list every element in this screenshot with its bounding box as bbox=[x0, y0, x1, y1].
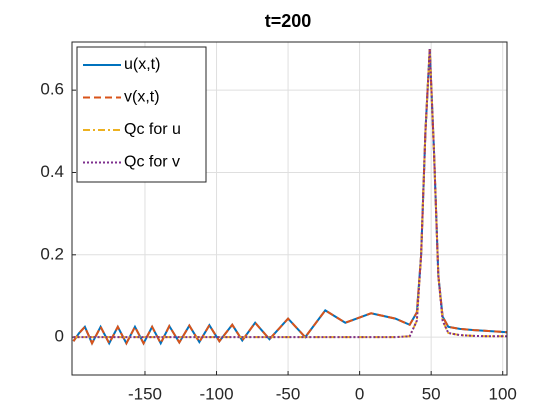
y-tick-label: 0.4 bbox=[40, 162, 64, 181]
legend-label: Qc for v bbox=[124, 154, 180, 171]
chart-title: t=200 bbox=[265, 11, 312, 31]
legend-label: Qc for u bbox=[124, 121, 181, 138]
x-tick-label: -50 bbox=[276, 384, 301, 403]
axes-box bbox=[71, 41, 508, 376]
x-tick-label: 100 bbox=[489, 384, 517, 403]
y-tick-label: 0.2 bbox=[40, 244, 64, 263]
x-tick-label: 50 bbox=[422, 384, 441, 403]
y-tick-label: 0 bbox=[55, 327, 64, 346]
legend-box bbox=[76, 46, 207, 183]
legend-label: v(x,t) bbox=[124, 89, 160, 106]
x-tick-label: -100 bbox=[200, 384, 234, 403]
legend-label: u(x,t) bbox=[124, 56, 160, 73]
y-tick-label: 0.6 bbox=[40, 80, 64, 99]
series-line bbox=[73, 48, 507, 339]
x-tick-label: -150 bbox=[128, 384, 162, 403]
x-tick-label: 0 bbox=[355, 384, 364, 403]
